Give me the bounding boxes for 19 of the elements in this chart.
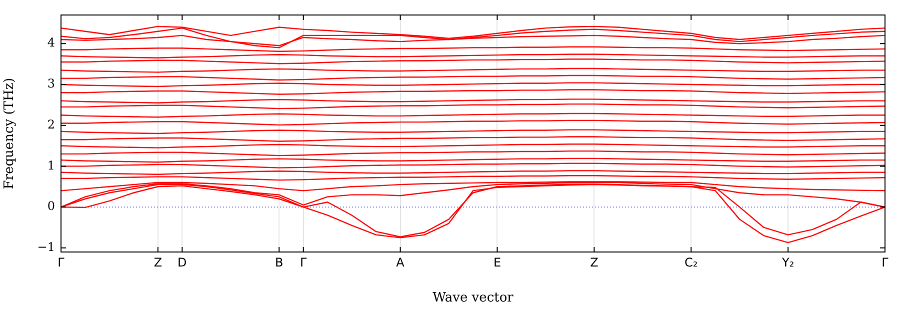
y-tick-label: 0 xyxy=(47,199,55,214)
y-tick-label: 3 xyxy=(47,76,55,91)
y-tick-label: 4 xyxy=(47,36,56,50)
y-tick-label: 1 xyxy=(47,158,55,172)
x-axis-title: Wave vector xyxy=(432,290,514,306)
x-tick-label: Z xyxy=(590,255,598,270)
x-tick-label: Γ xyxy=(300,255,308,270)
x-tick-label: Γ xyxy=(882,255,889,270)
y-tick-label: −1 xyxy=(37,240,55,254)
x-tick-label: Y₂ xyxy=(780,255,794,270)
x-tick-label: D xyxy=(178,255,187,270)
x-tick-label: A xyxy=(396,255,406,270)
x-tick-label: B xyxy=(275,255,284,270)
y-axis-title: Frequency (THz) xyxy=(2,78,18,190)
x-tick-label: C₂ xyxy=(684,255,698,270)
x-tick-label: Γ xyxy=(58,255,65,270)
x-tick-label: E xyxy=(493,255,502,270)
x-tick-label: Z xyxy=(154,255,162,270)
y-tick-label: 2 xyxy=(47,117,55,132)
